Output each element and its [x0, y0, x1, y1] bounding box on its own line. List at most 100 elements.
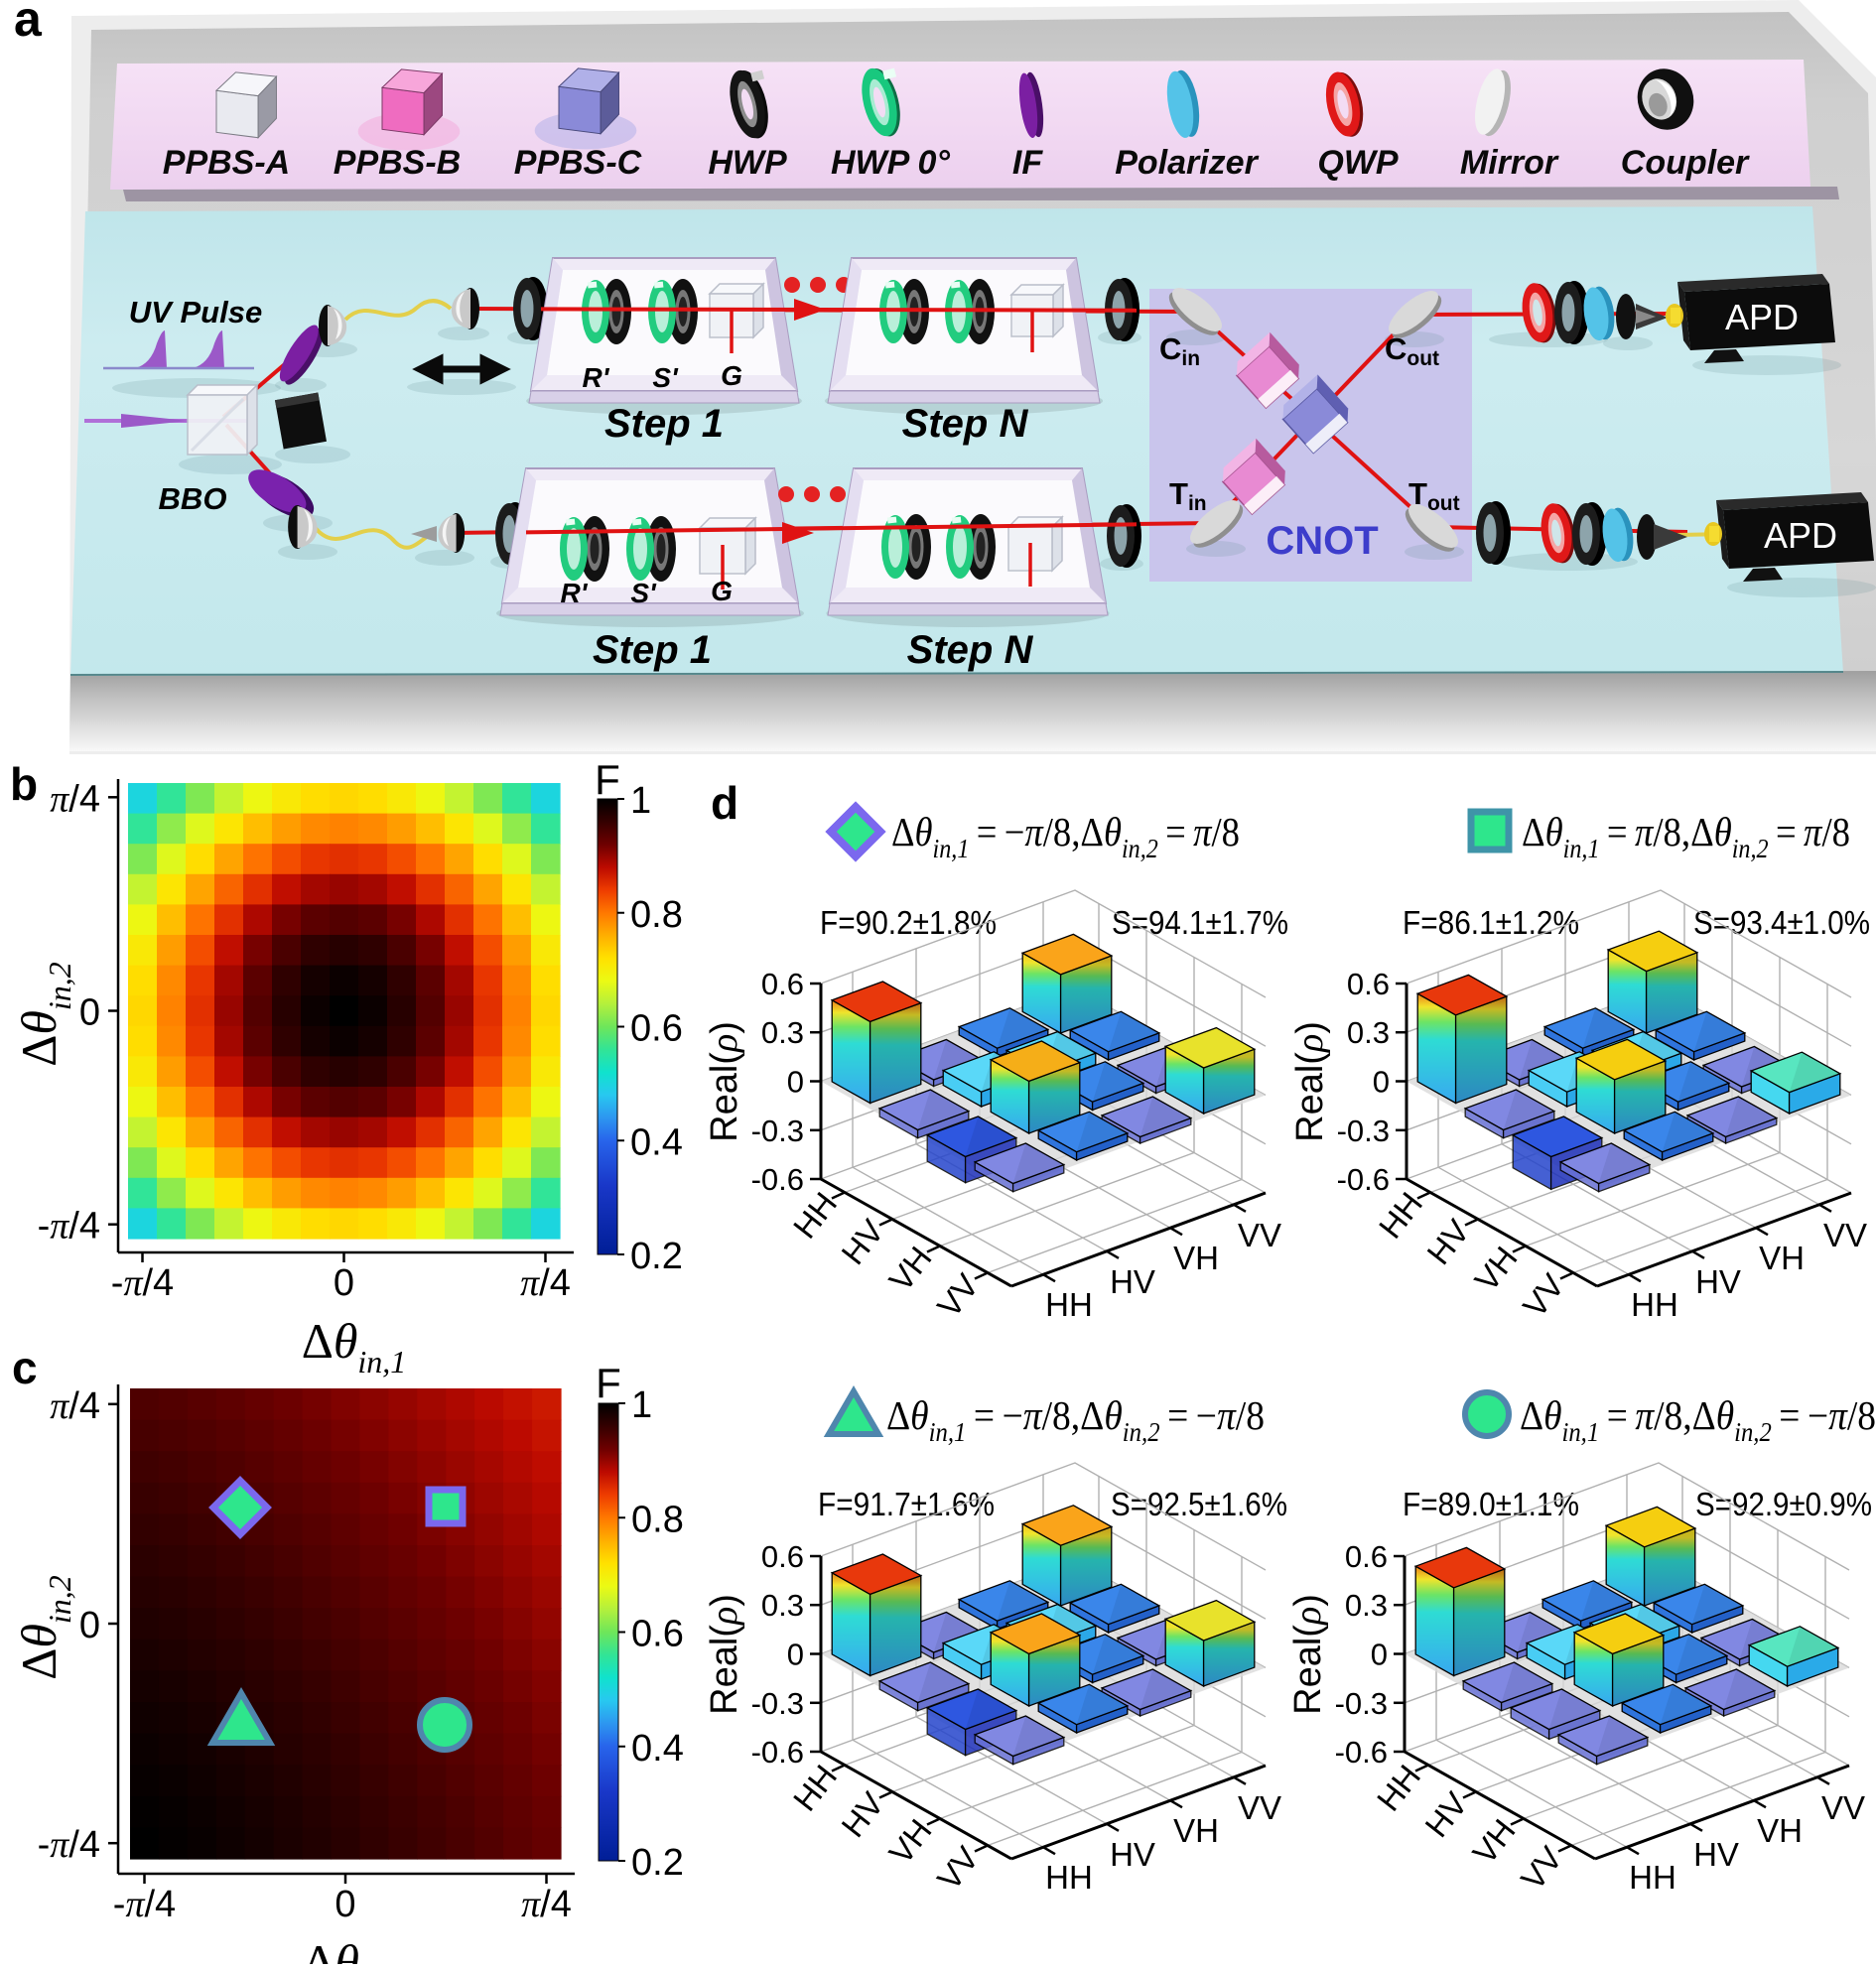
svg-text:QWP: QWP: [1317, 144, 1399, 182]
svg-text:0.6: 0.6: [630, 1008, 683, 1050]
svg-text:0.4: 0.4: [630, 1121, 683, 1163]
svg-text:1: 1: [631, 1384, 652, 1426]
svg-text:HV: HV: [1110, 1836, 1155, 1873]
svg-text:PPBS-B: PPBS-B: [334, 144, 461, 182]
svg-text:Real(ρ): Real(ρ): [1289, 1021, 1331, 1142]
svg-text:π/4: π/4: [520, 1262, 571, 1304]
svg-text:HWP 0°: HWP 0°: [831, 144, 950, 182]
svg-text:VV: VV: [1823, 1217, 1867, 1253]
svg-text:-0.6: -0.6: [1337, 1162, 1390, 1197]
svg-text:0: 0: [334, 1262, 354, 1304]
svg-text:0.8: 0.8: [630, 894, 683, 936]
svg-text:VV: VV: [1238, 1789, 1281, 1826]
svg-text:VV: VV: [1238, 1217, 1281, 1253]
svg-text:F: F: [596, 1360, 621, 1406]
svg-text:HV: HV: [1110, 1263, 1155, 1300]
svg-text:HV: HV: [1695, 1263, 1741, 1300]
svg-text:Polarizer: Polarizer: [1115, 144, 1259, 182]
svg-text:Δθin,2: Δθin,2: [11, 1575, 77, 1680]
svg-text:S=93.4±1.0%: S=93.4±1.0%: [1693, 904, 1870, 941]
svg-text:b: b: [10, 758, 38, 810]
svg-text:CNOT: CNOT: [1266, 519, 1378, 563]
svg-text:S=94.1±1.7%: S=94.1±1.7%: [1112, 904, 1288, 941]
svg-text:VH: VH: [1757, 1812, 1803, 1849]
svg-text:UV Pulse: UV Pulse: [129, 295, 262, 329]
svg-text:HH: HH: [1045, 1859, 1093, 1896]
svg-text:IF: IF: [1012, 144, 1043, 182]
svg-text:F=89.0±1.1%: F=89.0±1.1%: [1403, 1486, 1579, 1522]
svg-text:G: G: [721, 360, 742, 391]
svg-text:0: 0: [335, 1884, 355, 1925]
svg-text:F=91.7±1.6%: F=91.7±1.6%: [818, 1486, 995, 1522]
svg-text:VV: VV: [1821, 1789, 1865, 1826]
svg-text:VH: VH: [1173, 1240, 1219, 1276]
svg-text:HV: HV: [1693, 1836, 1739, 1873]
svg-text:S': S': [652, 362, 679, 393]
svg-text:1: 1: [630, 780, 651, 822]
svg-text:F=90.2±1.8%: F=90.2±1.8%: [820, 904, 997, 941]
svg-text:S': S': [630, 578, 657, 608]
svg-text:0.6: 0.6: [631, 1614, 684, 1655]
svg-text:S=92.9±0.9%: S=92.9±0.9%: [1695, 1486, 1872, 1522]
svg-text:-π/4: -π/4: [113, 1884, 176, 1925]
svg-text:c: c: [12, 1342, 38, 1393]
svg-text:Δθin,1 = −π/8,Δθin,2 = π/8: Δθin,1 = −π/8,Δθin,2 = π/8: [891, 809, 1240, 863]
svg-text:Δθin,1 = π/8,Δθin,2 = −π/8: Δθin,1 = π/8,Δθin,2 = −π/8: [1520, 1392, 1876, 1447]
svg-text:π/4: π/4: [50, 1385, 100, 1427]
svg-text:F=86.1±1.2%: F=86.1±1.2%: [1403, 904, 1579, 941]
svg-text:0.3: 0.3: [1345, 1588, 1388, 1623]
svg-text:a: a: [14, 0, 43, 47]
svg-text:Mirror: Mirror: [1460, 144, 1559, 182]
svg-text:-0.6: -0.6: [751, 1162, 804, 1197]
svg-text:Δθin,1 = −π/8,Δθin,2 = −π/8: Δθin,1 = −π/8,Δθin,2 = −π/8: [886, 1392, 1265, 1447]
svg-text:R': R': [583, 362, 610, 393]
svg-text:0: 0: [1373, 1065, 1390, 1100]
svg-text:0: 0: [787, 1638, 804, 1672]
svg-text:d: d: [711, 777, 738, 829]
svg-text:-0.3: -0.3: [1335, 1686, 1388, 1721]
svg-text:-0.6: -0.6: [1335, 1735, 1388, 1770]
svg-text:-0.3: -0.3: [1337, 1114, 1390, 1148]
svg-text:Step N: Step N: [907, 628, 1034, 672]
svg-text:HH: HH: [1045, 1286, 1093, 1323]
svg-text:Cout: Cout: [1385, 331, 1439, 370]
svg-text:0.2: 0.2: [630, 1236, 683, 1277]
svg-text:π/4: π/4: [521, 1884, 572, 1925]
svg-text:0.6: 0.6: [761, 1539, 804, 1574]
svg-text:0.6: 0.6: [1347, 967, 1390, 1001]
svg-text:0.6: 0.6: [1345, 1539, 1388, 1574]
svg-text:0.3: 0.3: [761, 1015, 804, 1050]
svg-text:R': R': [561, 578, 589, 608]
svg-text:-0.3: -0.3: [751, 1686, 804, 1721]
svg-text:Step N: Step N: [902, 402, 1029, 446]
svg-text:VH: VH: [1173, 1812, 1219, 1849]
svg-text:0: 0: [787, 1065, 804, 1100]
svg-text:-π/4: -π/4: [38, 1206, 100, 1247]
svg-text:PPBS-A: PPBS-A: [163, 144, 290, 182]
svg-text:0: 0: [79, 992, 100, 1034]
svg-text:-π/4: -π/4: [111, 1262, 174, 1304]
svg-text:0.8: 0.8: [631, 1499, 684, 1540]
svg-text:F: F: [595, 756, 620, 803]
svg-text:-0.3: -0.3: [751, 1114, 804, 1148]
svg-text:Real(ρ): Real(ρ): [704, 1021, 745, 1142]
svg-text:HWP: HWP: [708, 144, 787, 182]
svg-text:HH: HH: [1629, 1859, 1676, 1896]
svg-text:-π/4: -π/4: [38, 1824, 100, 1866]
svg-text:0: 0: [1371, 1638, 1388, 1672]
svg-text:0.6: 0.6: [761, 967, 804, 1001]
svg-text:0.4: 0.4: [631, 1728, 684, 1770]
svg-text:0.3: 0.3: [1347, 1015, 1390, 1050]
svg-text:0.3: 0.3: [761, 1588, 804, 1623]
svg-text:0.2: 0.2: [631, 1842, 684, 1884]
svg-text:0: 0: [79, 1605, 100, 1646]
svg-text:VH: VH: [1759, 1240, 1805, 1276]
svg-text:-0.6: -0.6: [751, 1735, 804, 1770]
svg-text:π/4: π/4: [50, 778, 100, 820]
svg-text:S=92.5±1.6%: S=92.5±1.6%: [1111, 1486, 1287, 1522]
svg-text:Real(ρ): Real(ρ): [704, 1594, 745, 1715]
svg-text:G: G: [711, 576, 733, 606]
svg-text:PPBS-C: PPBS-C: [514, 144, 642, 182]
svg-text:Step 1: Step 1: [604, 402, 724, 446]
svg-text:Step 1: Step 1: [593, 628, 712, 672]
